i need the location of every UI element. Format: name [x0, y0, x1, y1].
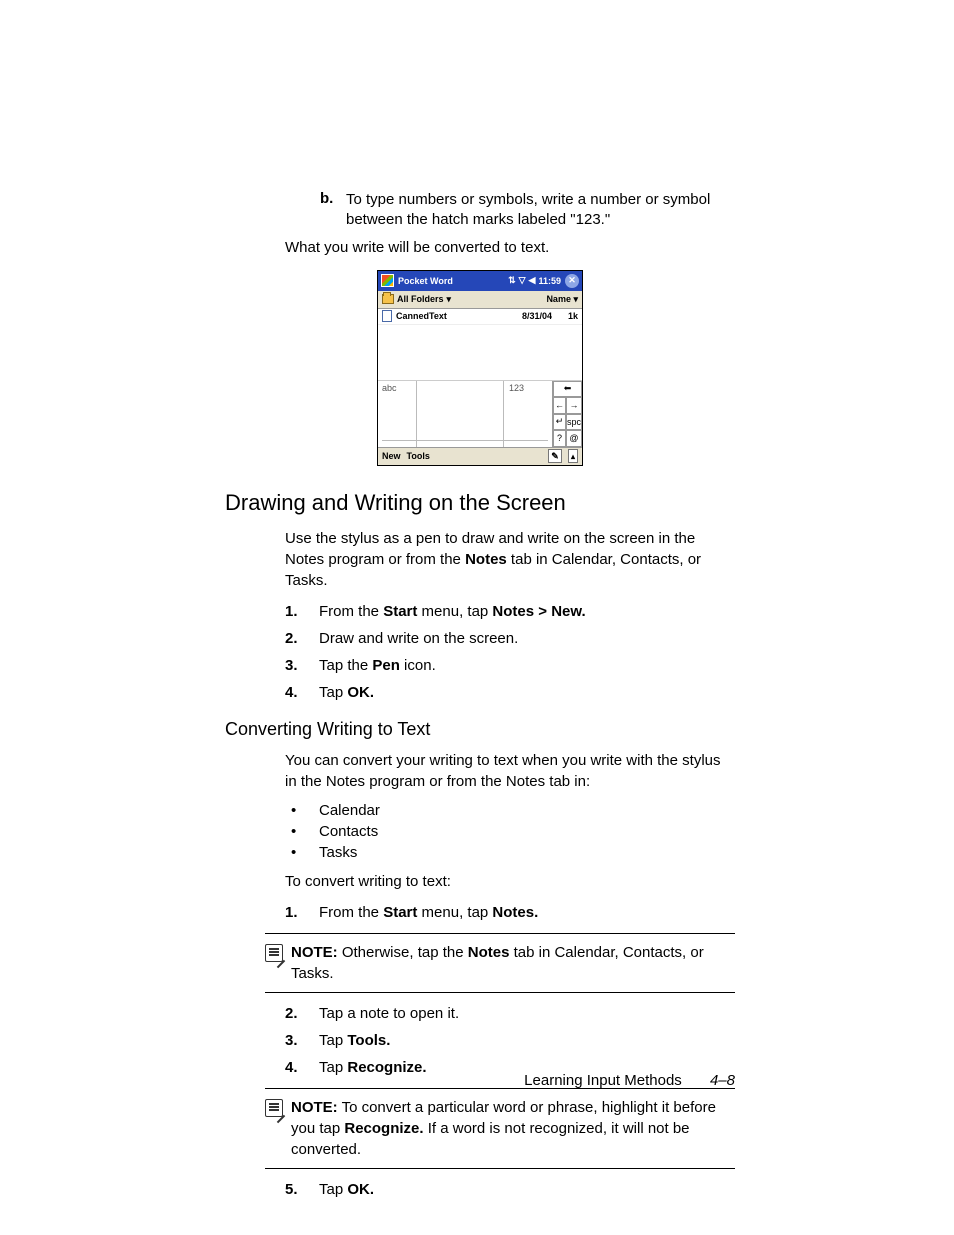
menu-new[interactable]: New — [382, 451, 401, 461]
embedded-screenshot: Pocket Word ⇅ ▽ ◀ 11:59 ✕ All Folders ▾ … — [225, 270, 735, 466]
footer-section: Learning Input Methods — [524, 1072, 682, 1089]
step-text: Tap the Pen icon. — [319, 655, 436, 676]
list-step: 5.Tap OK. — [285, 1179, 735, 1200]
bullet-marker: • — [285, 823, 319, 840]
space-key[interactable]: spc — [566, 414, 582, 431]
heading-drawing-writing: Drawing and Writing on the Screen — [225, 490, 735, 516]
step-text: Tap OK. — [319, 1179, 374, 1200]
apps-bullets: •Calendar•Contacts•Tasks — [285, 802, 735, 861]
intro-paragraph: Use the stylus as a pen to draw and writ… — [285, 528, 735, 591]
substep-text: To type numbers or symbols, write a numb… — [346, 190, 735, 231]
footer-page: 4–8 — [710, 1072, 735, 1089]
steps-list-2c: 5.Tap OK. — [285, 1179, 735, 1200]
page-content: b. To type numbers or symbols, write a n… — [225, 190, 735, 1210]
bullet-text: Tasks — [319, 844, 357, 861]
file-list-blank — [378, 325, 582, 381]
at-key[interactable]: @ — [566, 430, 582, 447]
pw-title-text: Pocket Word — [398, 276, 504, 286]
pw-status-icons: ⇅ ▽ ◀ 11:59 — [508, 275, 561, 286]
step-number: 2. — [285, 628, 319, 649]
123-label: 123 — [509, 383, 524, 393]
bullet-item: •Tasks — [285, 844, 735, 861]
step-text: From the Start menu, tap Notes. — [319, 902, 538, 923]
followup-text: What you write will be converted to text… — [285, 239, 735, 256]
bullet-marker: • — [285, 844, 319, 861]
heading-converting: Converting Writing to Text — [225, 719, 735, 740]
step-number: 2. — [285, 1003, 319, 1024]
windows-flag-icon — [381, 274, 394, 287]
step-number: 1. — [285, 902, 319, 923]
sip-arrow-icon[interactable]: ▴ — [568, 449, 578, 463]
close-icon[interactable]: ✕ — [565, 274, 579, 288]
folders-dropdown[interactable]: All Folders ▾ — [382, 294, 451, 305]
file-date: 8/31/04 — [504, 311, 552, 321]
note-text: NOTE: To convert a particular word or ph… — [291, 1097, 735, 1160]
note-1: NOTE: Otherwise, tap the Notes tab in Ca… — [265, 933, 735, 993]
step-text: Tap Tools. — [319, 1030, 390, 1051]
aux-keys: ⬅ ← → ↵ spc ? @ — [552, 381, 582, 447]
step-text: Tap OK. — [319, 682, 374, 703]
handwriting-area[interactable]: abc 123 ⬅ ← → ↵ spc ? @ — [378, 381, 582, 447]
pen-icon[interactable]: ✎ — [548, 449, 562, 463]
list-step: 4.Tap OK. — [285, 682, 735, 703]
substep-label: b. — [320, 190, 346, 231]
note-2: NOTE: To convert a particular word or ph… — [265, 1088, 735, 1169]
page-footer: Learning Input Methods 4–8 — [225, 1072, 735, 1089]
bullet-text: Contacts — [319, 823, 378, 840]
menu-tools[interactable]: Tools — [407, 451, 430, 461]
note-icon — [265, 944, 283, 962]
step-text: From the Start menu, tap Notes > New. — [319, 601, 586, 622]
right-key[interactable]: → — [566, 397, 582, 414]
step-number: 5. — [285, 1179, 319, 1200]
list-step: 1.From the Start menu, tap Notes. — [285, 902, 735, 923]
list-step: 2.Draw and write on the screen. — [285, 628, 735, 649]
pw-toolbar: All Folders ▾ Name ▾ — [378, 291, 582, 309]
step-number: 3. — [285, 1030, 319, 1051]
note-icon — [265, 1099, 283, 1117]
bullet-marker: • — [285, 802, 319, 819]
file-size: 1k — [556, 311, 578, 321]
file-name: CannedText — [396, 311, 500, 321]
bullet-item: •Contacts — [285, 823, 735, 840]
return-key[interactable]: ↵ — [553, 414, 566, 431]
steps-list-1: 1.From the Start menu, tap Notes > New.2… — [285, 601, 735, 703]
step-text: Draw and write on the screen. — [319, 628, 518, 649]
step-text: Tap a note to open it. — [319, 1003, 459, 1024]
speaker-icon: ◀ — [529, 275, 536, 286]
connectivity-icon: ⇅ — [508, 275, 516, 286]
list-step: 1.From the Start menu, tap Notes > New. — [285, 601, 735, 622]
backspace-key[interactable]: ⬅ — [553, 381, 582, 398]
pw-menubar: New Tools ✎ ▴ — [378, 447, 582, 465]
signal-icon: ▽ — [519, 275, 526, 286]
list-step: 2.Tap a note to open it. — [285, 1003, 735, 1024]
pocket-word-window: Pocket Word ⇅ ▽ ◀ 11:59 ✕ All Folders ▾ … — [377, 270, 583, 466]
pw-titlebar: Pocket Word ⇅ ▽ ◀ 11:59 ✕ — [378, 271, 582, 291]
sort-label: Name — [546, 294, 571, 304]
step-number: 4. — [285, 682, 319, 703]
file-row[interactable]: CannedText 8/31/04 1k — [378, 309, 582, 325]
left-key[interactable]: ← — [553, 397, 566, 414]
chevron-down-icon: ▾ — [573, 294, 578, 304]
convert-intro: You can convert your writing to text whe… — [285, 750, 735, 792]
substep-b: b. To type numbers or symbols, write a n… — [320, 190, 735, 231]
question-key[interactable]: ? — [553, 430, 566, 447]
writing-box[interactable]: abc 123 — [378, 381, 552, 447]
note-text: NOTE: Otherwise, tap the Notes tab in Ca… — [291, 942, 735, 984]
folders-label: All Folders — [397, 294, 444, 304]
folder-icon — [382, 294, 394, 304]
step-number: 3. — [285, 655, 319, 676]
step-number: 1. — [285, 601, 319, 622]
bullet-item: •Calendar — [285, 802, 735, 819]
document-icon — [382, 310, 392, 322]
steps-list-2b: 2.Tap a note to open it.3.Tap Tools.4.Ta… — [285, 1003, 735, 1078]
list-step: 3.Tap Tools. — [285, 1030, 735, 1051]
convert-lead: To convert writing to text: — [285, 871, 735, 892]
steps-list-2a: 1.From the Start menu, tap Notes. — [285, 902, 735, 923]
chevron-down-icon: ▾ — [447, 294, 452, 305]
list-step: 3.Tap the Pen icon. — [285, 655, 735, 676]
sort-dropdown[interactable]: Name ▾ — [546, 294, 578, 305]
abc-label: abc — [382, 383, 397, 393]
pw-time: 11:59 — [538, 276, 561, 286]
bullet-text: Calendar — [319, 802, 380, 819]
